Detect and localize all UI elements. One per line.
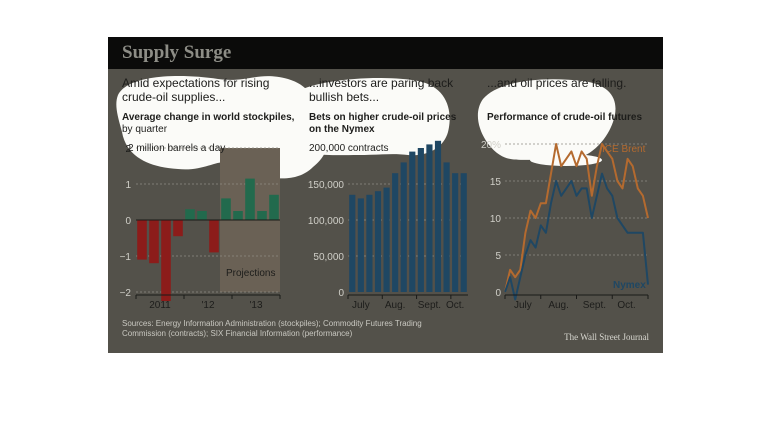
- title-bar: Supply Surge: [108, 37, 663, 69]
- panel3-heading: ...and oil prices are falling.: [487, 76, 627, 90]
- bar: [426, 144, 433, 292]
- bar: [269, 194, 279, 220]
- bar: [434, 140, 442, 292]
- bar: [357, 198, 364, 292]
- bar: [460, 173, 467, 292]
- panel1-heading: Amid expectations for rising crude-oil s…: [122, 76, 270, 104]
- series-line: [504, 143, 649, 293]
- y-tick-label: 150,000: [308, 180, 345, 191]
- x-tick-label: '12: [201, 300, 214, 311]
- legend-label-brent: ICE Brent: [602, 144, 646, 155]
- x-tick-label: 2011: [149, 300, 171, 311]
- bar: [452, 173, 459, 292]
- y-tick-label: 1: [125, 180, 131, 191]
- panel2-heading: ...investors are paring back bullish bet…: [309, 76, 454, 104]
- y-tick-label: 0: [125, 216, 131, 227]
- bar: [400, 162, 407, 292]
- bar: [409, 151, 416, 292]
- y-tick-label: 50,000: [313, 252, 344, 263]
- y-tick-label: 10: [490, 214, 502, 225]
- highlight-blob-middle: [282, 77, 450, 156]
- bar: [233, 211, 243, 220]
- panel2-unit: 200,000 contracts: [309, 143, 389, 154]
- y-tick-label: 5: [495, 251, 501, 262]
- projections-label: Projections: [226, 268, 276, 279]
- y-tick-label: 100,000: [308, 216, 345, 227]
- panel1-subtitle: Average change in world stockpiles,: [122, 112, 295, 123]
- y-tick-label: 20%: [481, 140, 501, 151]
- panel1-subtitle2: by quarter: [122, 124, 168, 135]
- bar: [392, 173, 399, 292]
- bar: [173, 220, 183, 237]
- bar: [417, 148, 424, 292]
- bar: [366, 194, 373, 292]
- bar: [161, 220, 171, 301]
- graphic-title: Supply Surge: [122, 42, 232, 63]
- performance-chart: 0 5 10 15 20% July Aug. Sept. Oct. ICE Brent Nymex: [481, 140, 649, 311]
- bar: [383, 187, 390, 292]
- series-line: [504, 172, 649, 301]
- y-tick-label: −1: [120, 252, 132, 263]
- bar: [149, 220, 159, 264]
- bets-chart: 0 50,000 100,000 150,000 July Aug. Sept. Oct.: [308, 140, 468, 311]
- bar: [374, 191, 382, 292]
- y-tick-label: −2: [120, 288, 132, 299]
- bar: [443, 162, 450, 292]
- graphic-frame: Supply Surge 2 1 0 −1 −2 2011'12'13 0 50,000 10…: [108, 37, 663, 353]
- x-tick-label: Oct.: [446, 300, 464, 311]
- legend-label-nymex: Nymex: [613, 280, 646, 291]
- bar: [245, 178, 255, 220]
- bar: [221, 198, 231, 220]
- bar: [197, 211, 207, 220]
- x-tick-label: '13: [249, 300, 262, 311]
- credit-line: The Wall Street Journal: [564, 332, 649, 342]
- y-tick-label: 0: [338, 288, 344, 299]
- x-tick-label: Sept.: [583, 300, 606, 311]
- bar: [349, 194, 356, 292]
- bar: [257, 211, 267, 220]
- bar: [185, 209, 195, 220]
- x-tick-label: Aug.: [385, 300, 406, 311]
- highlight-blob-right: [477, 79, 616, 162]
- panel2-subtitle: Bets on higher crude-oil prices: [309, 112, 457, 123]
- x-tick-label: Aug.: [548, 300, 569, 311]
- stockpiles-chart: 2 1 0 −1 −2 2011 '12 '13: [120, 144, 281, 311]
- bar: [137, 220, 147, 260]
- x-tick-label: Oct.: [617, 300, 635, 311]
- y-tick-label: 2: [125, 144, 131, 155]
- bar: [209, 220, 219, 253]
- y-tick-label: 0: [495, 288, 501, 299]
- sources-note: Sources: Energy Information Administrati…: [122, 319, 422, 338]
- panel2-subtitle2: on the Nymex: [309, 124, 375, 135]
- x-tick-label: Sept.: [418, 300, 441, 311]
- panel1-unit: 2 million barrels a day: [128, 143, 226, 154]
- x-tick-label: July: [514, 300, 532, 311]
- y-tick-label: 15: [490, 177, 502, 188]
- x-tick-label: July: [352, 300, 370, 311]
- panel3-subtitle: Performance of crude-oil futures: [487, 112, 643, 123]
